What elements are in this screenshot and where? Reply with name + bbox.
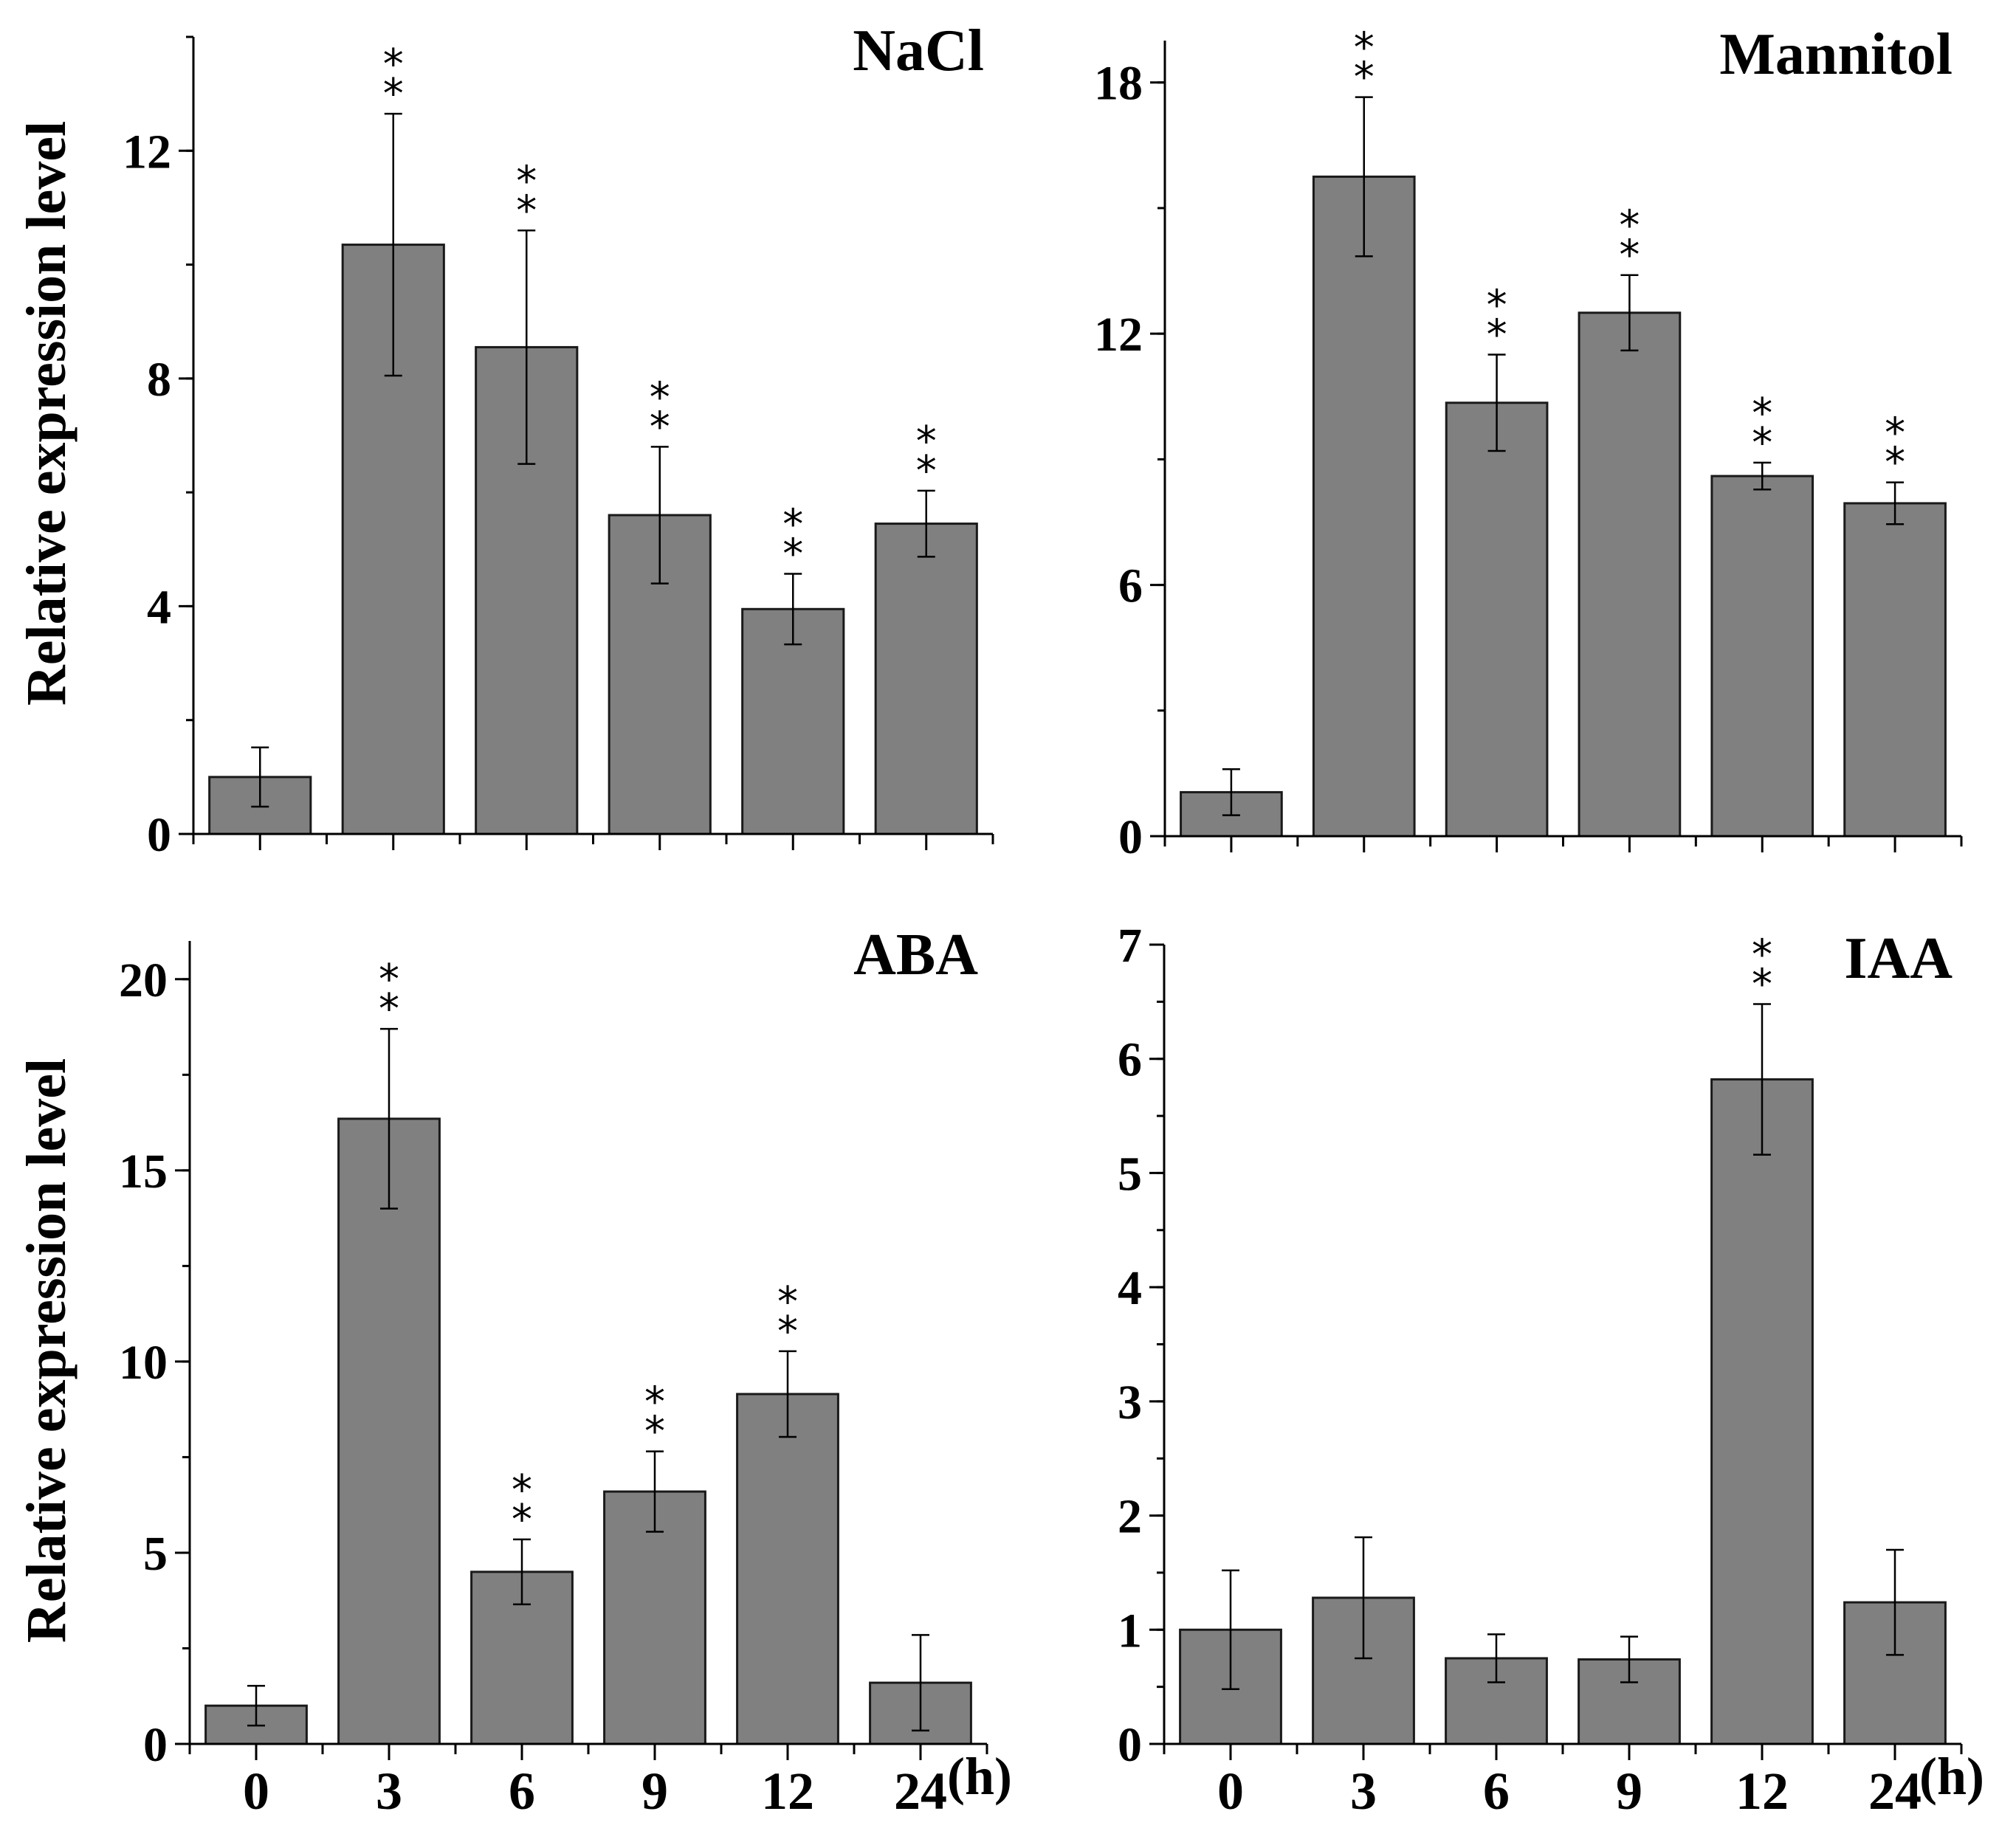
iaa-significance-12: * [1752, 960, 1772, 1008]
iaa-y-tick-label: 6 [1118, 1033, 1142, 1087]
aba-x-tick-label-12: 12 [761, 1762, 814, 1821]
nacl-significance-3: * [383, 41, 404, 89]
nacl-y-tick-label: 0 [147, 808, 171, 862]
nacl-y-tick-label: 12 [123, 125, 171, 179]
iaa-y-tick-label: 1 [1118, 1604, 1142, 1658]
mannitol-significance-24: * [1885, 410, 1905, 458]
x-unit-label-left: (h) [947, 1747, 1012, 1806]
mannitol-significance-9: * [1619, 202, 1640, 250]
iaa-x-tick-label-3: 3 [1350, 1762, 1377, 1821]
aba-x-tick-label-24: 24 [894, 1762, 947, 1821]
aba-significance-12: * [777, 1308, 798, 1356]
nacl-significance-12: * [782, 500, 803, 548]
iaa-x-tick-label-6: 6 [1483, 1762, 1510, 1821]
aba-x-tick-label-3: 3 [376, 1762, 402, 1821]
nacl-significance-24: * [916, 418, 937, 466]
nacl-bar-24 [874, 523, 978, 835]
nacl-bar-12 [741, 607, 845, 835]
nacl-significance-6: * [516, 157, 537, 205]
aba-y-tick-label: 5 [143, 1527, 168, 1581]
iaa-x-tick-label-24: 24 [1868, 1762, 1922, 1821]
y-axis-title-bottom: Relative expression level [16, 1058, 78, 1643]
mannitol-significance-12: * [1752, 390, 1772, 438]
iaa-y-tick-label: 0 [1118, 1718, 1142, 1772]
aba-y-tick-label: 10 [119, 1336, 168, 1390]
iaa-y-tick-label: 7 [1118, 919, 1142, 973]
mannitol-significance-24: * [1885, 439, 1905, 487]
aba-y-tick-label: 20 [119, 954, 168, 1007]
iaa-panel-title: IAA [1844, 926, 1953, 991]
iaa-y-tick-label: 4 [1118, 1261, 1142, 1315]
nacl-y-tick-label: 8 [147, 353, 171, 407]
aba-significance-12: * [777, 1278, 798, 1326]
mannitol-bar-3 [1312, 175, 1416, 838]
aba-significance-3: * [379, 956, 399, 1004]
mannitol-significance-3: * [1354, 54, 1375, 102]
iaa-significance-12: * [1752, 931, 1772, 979]
iaa-y-tick-label: 2 [1118, 1490, 1142, 1544]
nacl-panel-title: NaCl [853, 18, 984, 83]
aba-significance-9: * [644, 1408, 665, 1456]
aba-significance-6: * [512, 1466, 532, 1514]
aba-bar-12 [736, 1393, 839, 1745]
iaa-y-tick-label: 5 [1118, 1147, 1142, 1201]
y-axis-title-top: Relative expression level [16, 121, 78, 706]
iaa-x-tick-label-0: 0 [1217, 1762, 1244, 1821]
aba-y-tick-label: 15 [119, 1145, 168, 1199]
nacl-significance-3: * [383, 70, 404, 118]
aba-bar-9 [603, 1490, 706, 1745]
aba-x-tick-label-9: 9 [641, 1762, 668, 1821]
mannitol-panel-title: Mannitol [1719, 22, 1953, 87]
x-unit-label-right: (h) [1919, 1747, 1984, 1806]
nacl-significance-24: * [916, 447, 937, 495]
mannitol-significance-3: * [1354, 24, 1375, 72]
mannitol-bar-6 [1445, 401, 1549, 838]
iaa-bar-12 [1710, 1078, 1814, 1745]
mannitol-significance-6: * [1487, 311, 1507, 359]
iaa-y-tick-label: 3 [1118, 1376, 1142, 1430]
aba-bar-3 [337, 1117, 441, 1745]
aba-significance-9: * [644, 1379, 665, 1427]
mannitol-bar-12 [1710, 475, 1814, 838]
mannitol-y-tick-label: 18 [1094, 57, 1143, 111]
mannitol-significance-6: * [1487, 282, 1507, 330]
nacl-significance-9: * [650, 403, 670, 451]
aba-x-tick-label-0: 0 [243, 1762, 269, 1821]
iaa-x-tick-label-9: 9 [1616, 1762, 1642, 1821]
aba-x-tick-label-6: 6 [509, 1762, 535, 1821]
mannitol-significance-12: * [1752, 419, 1772, 467]
mannitol-y-tick-label: 0 [1118, 810, 1143, 864]
nacl-significance-6: * [516, 187, 537, 235]
nacl-y-tick-label: 4 [147, 580, 171, 634]
aba-significance-3: * [379, 985, 399, 1033]
mannitol-y-tick-label: 12 [1094, 308, 1143, 362]
nacl-significance-9: * [650, 373, 670, 421]
mannitol-y-tick-label: 6 [1118, 559, 1143, 613]
mannitol-bar-9 [1578, 311, 1682, 838]
nacl-significance-12: * [782, 530, 803, 578]
aba-y-tick-label: 0 [143, 1718, 168, 1772]
mannitol-bar-24 [1843, 502, 1947, 838]
aba-significance-6: * [512, 1496, 532, 1544]
mannitol-significance-9: * [1619, 232, 1640, 280]
aba-panel-title: ABA [853, 923, 978, 987]
iaa-x-tick-label-12: 12 [1735, 1762, 1789, 1821]
